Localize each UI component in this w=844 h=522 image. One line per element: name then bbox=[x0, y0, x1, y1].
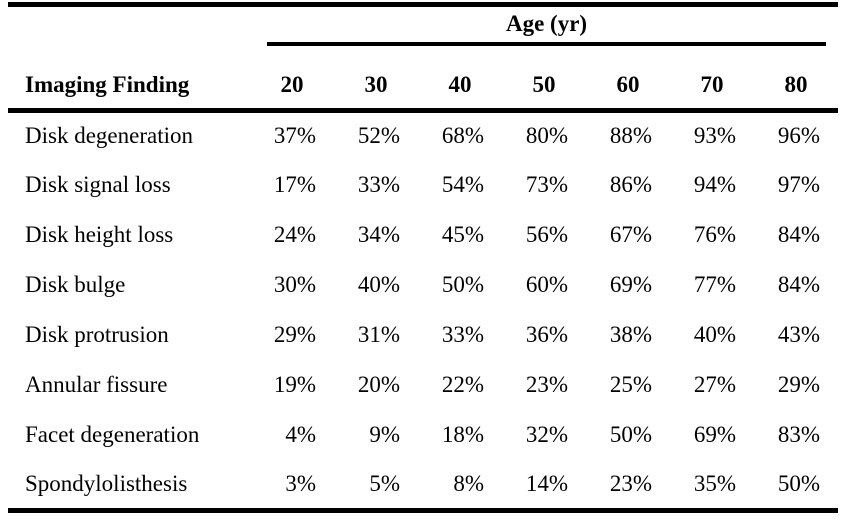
value-cell: 33% bbox=[357, 172, 400, 197]
value-cell: 22% bbox=[441, 372, 484, 397]
finding-cell: Facet degeneration bbox=[25, 422, 200, 447]
column-header-age-30: 30 bbox=[334, 46, 418, 113]
table-row: Disk degeneration 37% 52% 68% 80% 88% 93… bbox=[8, 110, 838, 160]
value-cell: 36% bbox=[525, 322, 568, 347]
value-cell: 23% bbox=[525, 372, 568, 397]
value-cell: 50% bbox=[777, 470, 821, 496]
value-cell: 73% bbox=[525, 172, 568, 197]
value-cell: 54% bbox=[441, 172, 484, 197]
value-cell: 93% bbox=[693, 123, 736, 149]
value-cell: 9% bbox=[369, 422, 400, 447]
value-cell: 68% bbox=[441, 123, 484, 149]
table-row: Spondylolisthesis 3% 5% 8% 14% 23% 35% 5… bbox=[8, 460, 838, 510]
table-row: Disk signal loss 17% 33% 54% 73% 86% 94%… bbox=[8, 160, 838, 210]
column-header-imaging-finding: Imaging Finding bbox=[8, 46, 250, 113]
table-row: Disk protrusion 29% 31% 33% 36% 38% 40% … bbox=[8, 310, 838, 360]
value-cell: 77% bbox=[693, 272, 736, 297]
value-cell: 83% bbox=[777, 422, 821, 447]
age-group-header-cell: Age (yr) bbox=[250, 5, 838, 46]
value-cell: 29% bbox=[273, 322, 316, 347]
finding-cell: Disk height loss bbox=[25, 222, 174, 247]
value-cell: 50% bbox=[441, 272, 484, 297]
column-header-age-40: 40 bbox=[418, 46, 502, 113]
value-cell: 86% bbox=[609, 172, 652, 197]
value-cell: 60% bbox=[525, 272, 568, 297]
value-cell: 52% bbox=[357, 123, 400, 149]
value-cell: 35% bbox=[693, 470, 736, 496]
value-cell: 25% bbox=[609, 372, 652, 397]
column-header-age-70: 70 bbox=[670, 46, 754, 113]
table-row: Annular fissure 19% 20% 22% 23% 25% 27% … bbox=[8, 360, 838, 410]
finding-cell: Spondylolisthesis bbox=[25, 470, 188, 496]
finding-cell: Disk protrusion bbox=[25, 322, 169, 347]
value-cell: 43% bbox=[777, 322, 821, 347]
value-cell: 84% bbox=[777, 222, 821, 247]
value-cell: 27% bbox=[693, 372, 736, 397]
column-header-age-20: 20 bbox=[250, 46, 334, 113]
value-cell: 84% bbox=[777, 272, 821, 297]
value-cell: 34% bbox=[357, 222, 400, 247]
value-cell: 97% bbox=[777, 172, 821, 197]
value-cell: 56% bbox=[525, 222, 568, 247]
value-cell: 38% bbox=[609, 322, 652, 347]
value-cell: 80% bbox=[525, 123, 568, 149]
value-cell: 18% bbox=[441, 422, 484, 447]
value-cell: 3% bbox=[285, 470, 316, 496]
age-group-row: Age (yr) bbox=[8, 5, 838, 47]
finding-cell: Annular fissure bbox=[25, 372, 168, 397]
column-header-age-50: 50 bbox=[502, 46, 586, 113]
value-cell: 37% bbox=[273, 123, 316, 149]
value-cell: 31% bbox=[357, 322, 400, 347]
value-cell: 94% bbox=[693, 172, 736, 197]
value-cell: 88% bbox=[609, 123, 652, 149]
value-cell: 32% bbox=[525, 422, 568, 447]
value-cell: 45% bbox=[441, 222, 484, 247]
value-cell: 33% bbox=[441, 322, 484, 347]
value-cell: 19% bbox=[273, 372, 316, 397]
value-cell: 69% bbox=[693, 422, 736, 447]
corner-spacer bbox=[8, 5, 250, 47]
value-cell: 50% bbox=[609, 422, 652, 447]
table-row: Facet degeneration 4% 9% 18% 32% 50% 69%… bbox=[8, 410, 838, 460]
value-cell: 69% bbox=[609, 272, 652, 297]
finding-cell: Disk degeneration bbox=[25, 123, 193, 149]
column-header-age-80: 80 bbox=[754, 46, 839, 113]
value-cell: 40% bbox=[693, 322, 736, 347]
value-cell: 20% bbox=[357, 372, 400, 397]
value-cell: 23% bbox=[609, 470, 652, 496]
value-cell: 8% bbox=[453, 470, 484, 496]
age-group-label: Age (yr) bbox=[505, 11, 588, 36]
value-cell: 24% bbox=[273, 222, 316, 247]
value-cell: 96% bbox=[777, 123, 821, 149]
value-cell: 67% bbox=[609, 222, 652, 247]
value-cell: 40% bbox=[357, 272, 400, 297]
finding-cell: Disk bulge bbox=[25, 272, 126, 297]
column-header-row: Imaging Finding 20 30 40 50 60 70 80 bbox=[8, 46, 839, 113]
table-row: Disk bulge 30% 40% 50% 60% 69% 77% 84% bbox=[8, 260, 838, 310]
value-cell: 4% bbox=[285, 422, 316, 447]
value-cell: 30% bbox=[273, 272, 316, 297]
value-cell: 14% bbox=[525, 470, 568, 496]
imaging-findings-table: Age (yr) Imaging Finding 20 30 40 50 60 … bbox=[8, 2, 839, 513]
table-row: Disk height loss 24% 34% 45% 56% 67% 76%… bbox=[8, 210, 838, 260]
age-group-rule: Age (yr) bbox=[267, 7, 827, 46]
value-cell: 17% bbox=[273, 172, 316, 197]
column-header-age-60: 60 bbox=[586, 46, 670, 113]
value-cell: 29% bbox=[777, 372, 821, 397]
finding-cell: Disk signal loss bbox=[25, 172, 171, 197]
value-cell: 5% bbox=[369, 470, 400, 496]
value-cell: 76% bbox=[693, 222, 736, 247]
